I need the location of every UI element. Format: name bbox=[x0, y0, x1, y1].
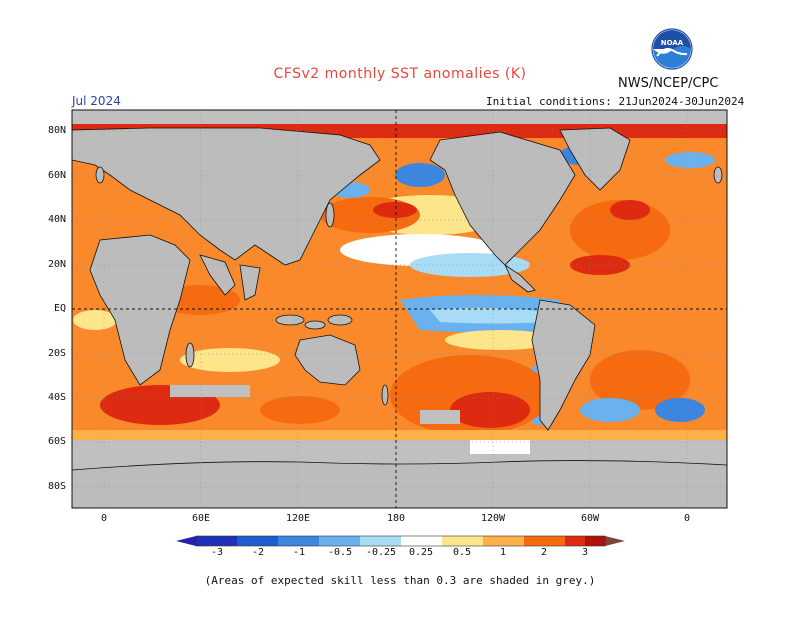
colorbar-label: 1 bbox=[499, 547, 507, 558]
colorbar-bin-8 bbox=[483, 536, 524, 546]
colorbar-label: 0.5 bbox=[452, 547, 472, 558]
land-masses bbox=[72, 127, 727, 508]
agency-label: NWS/NCEP/CPC bbox=[618, 76, 719, 91]
lat-label: 20N bbox=[47, 259, 66, 270]
lon-label: 60W bbox=[580, 513, 600, 524]
lon-label: 180 bbox=[386, 513, 406, 524]
colorbar-label: -0.25 bbox=[365, 547, 397, 558]
skill-footnote: (Areas of expected skill less than 0.3 a… bbox=[204, 574, 596, 587]
colorbar-bin-1 bbox=[196, 536, 237, 546]
colorbar-bin-7 bbox=[442, 536, 483, 546]
lat-label: 40S bbox=[47, 392, 66, 403]
colorbar-bin-2 bbox=[237, 536, 278, 546]
colorbar-label: -3 bbox=[210, 547, 224, 558]
lon-label: 120E bbox=[285, 513, 311, 524]
lat-label: 80N bbox=[47, 125, 66, 136]
lat-label: 20S bbox=[47, 348, 66, 359]
colorbar-bin-4 bbox=[319, 536, 360, 546]
map-frame bbox=[71, 109, 728, 509]
colorbar-low-arrow bbox=[176, 536, 196, 546]
reference-lines bbox=[72, 110, 727, 508]
noaa-logo: NOAA bbox=[651, 28, 693, 70]
colorbar-bin-3 bbox=[278, 536, 319, 546]
colorbar-label: 2 bbox=[540, 547, 548, 558]
noaa-logo-text: NOAA bbox=[661, 39, 684, 47]
colorbar-label: -0.5 bbox=[327, 547, 353, 558]
lon-label: 0 bbox=[100, 513, 108, 524]
initial-conditions: Initial conditions: 21Jun2024-30Jun2024 bbox=[486, 95, 745, 108]
lon-label: 120W bbox=[480, 513, 506, 524]
lon-label: 0 bbox=[683, 513, 691, 524]
lat-label: 40N bbox=[47, 214, 66, 225]
lat-label: EQ bbox=[53, 303, 66, 314]
colorbar-bin-10 bbox=[565, 536, 585, 546]
colorbar-bin-11 bbox=[585, 536, 605, 546]
colorbar-bin-9 bbox=[524, 536, 565, 546]
lat-label: 60N bbox=[47, 170, 66, 181]
lon-label: 60E bbox=[191, 513, 211, 524]
lat-label: 80S bbox=[47, 481, 66, 492]
map-title: CFSv2 monthly SST anomalies (K) bbox=[273, 66, 527, 82]
colorbar-label: -1 bbox=[292, 547, 306, 558]
colorbar-bin-6 bbox=[401, 536, 442, 546]
colorbar-label: -2 bbox=[251, 547, 265, 558]
colorbar-label: 0.25 bbox=[408, 547, 434, 558]
colorbar-label: 3 bbox=[581, 547, 589, 558]
colorbar-high-arrow bbox=[605, 536, 625, 546]
lat-label: 60S bbox=[47, 436, 66, 447]
colorbar bbox=[176, 535, 625, 547]
forecast-month: Jul 2024 bbox=[72, 94, 121, 108]
colorbar-bin-5 bbox=[360, 536, 401, 546]
